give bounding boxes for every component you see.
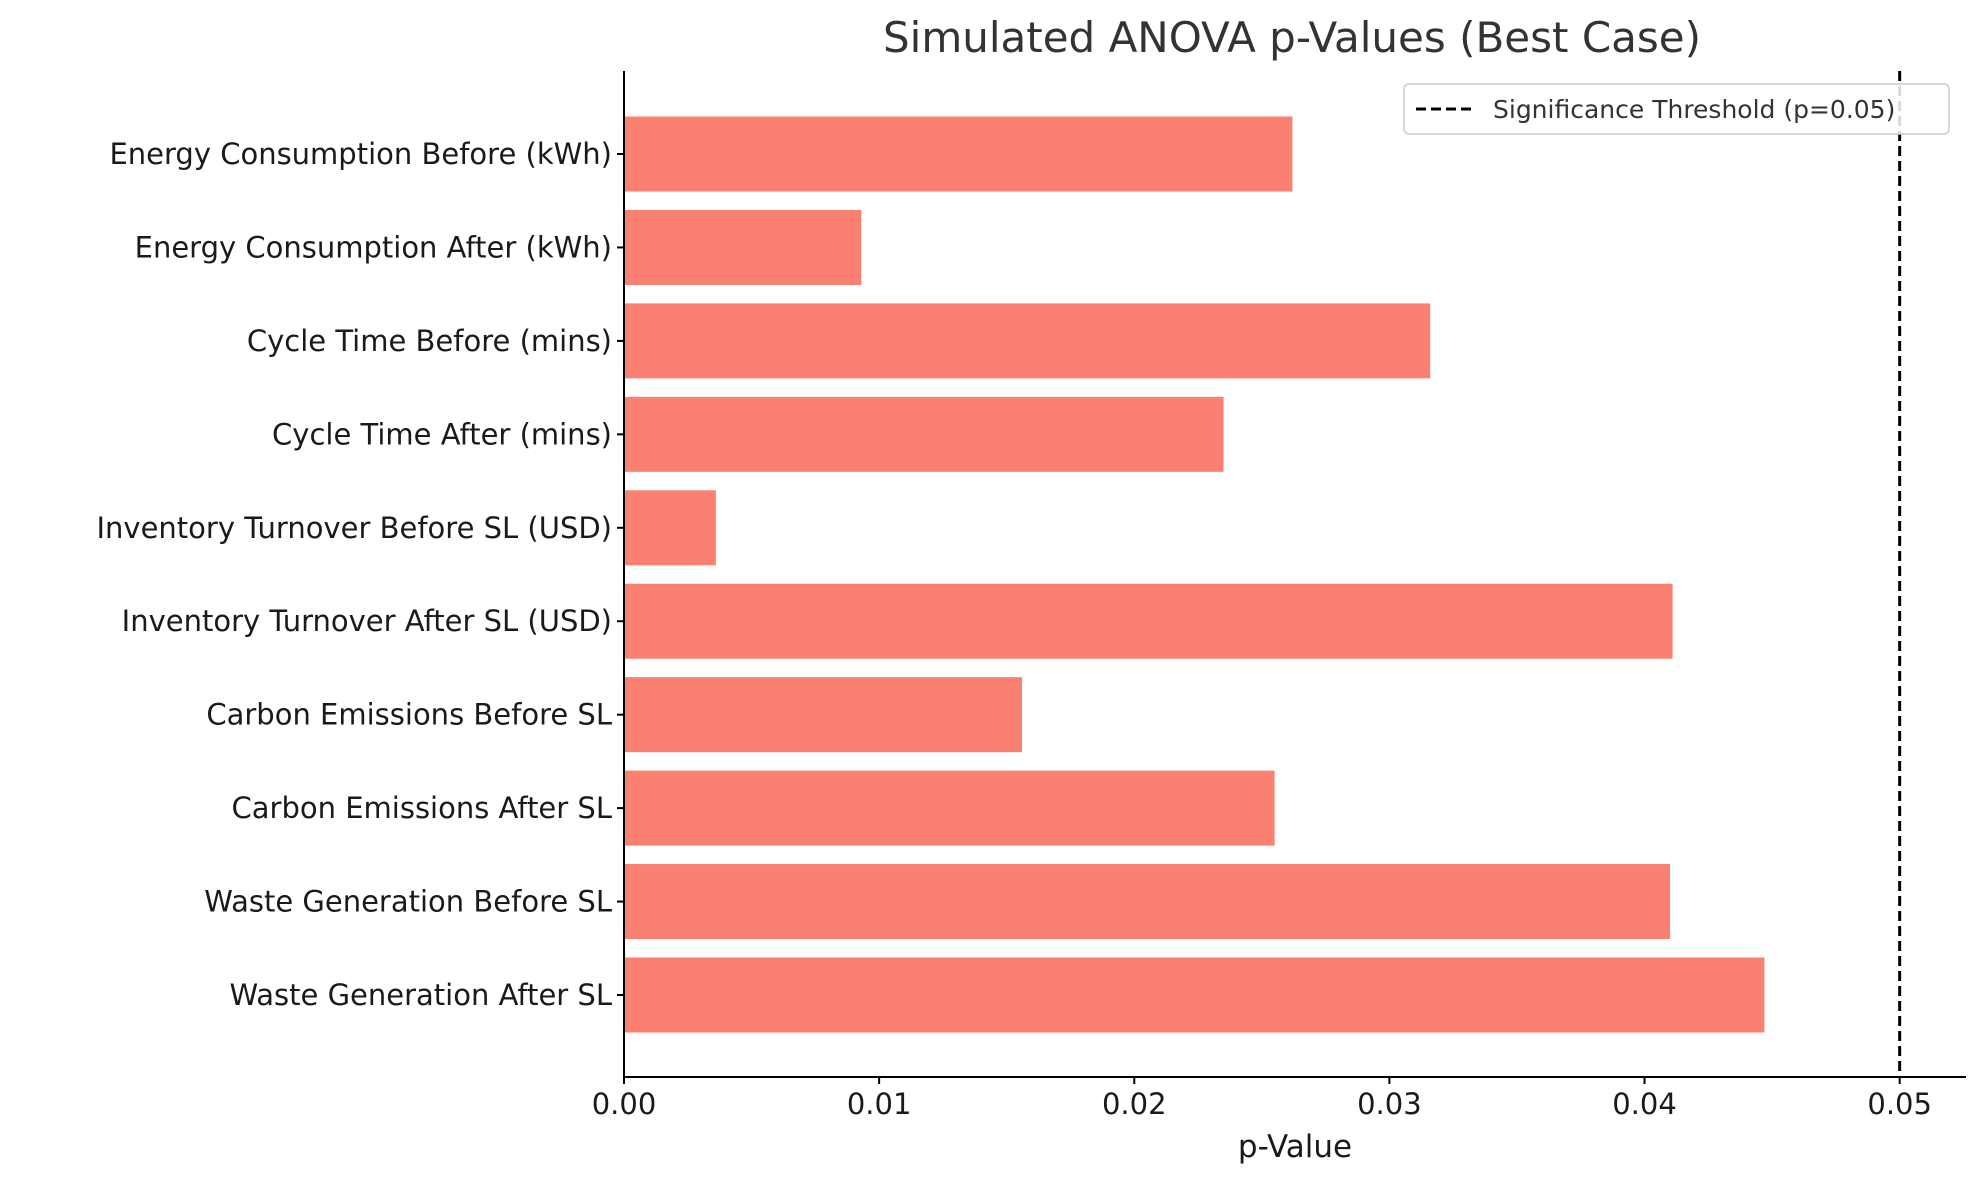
bar [624, 583, 1673, 659]
axes-group [623, 71, 1966, 1078]
x-ticks-group: 0.00 0.01 0.02 0.03 0.04 0.05 [592, 1077, 1932, 1121]
y-tick-label: Cycle Time Before (mins) [247, 324, 612, 358]
x-tick-label: 0.01 [847, 1087, 912, 1121]
y-tick-label: Carbon Emissions Before SL [206, 698, 612, 732]
x-tick-label: 0.04 [1612, 1087, 1677, 1121]
y-tick-label: Cycle Time After (mins) [272, 417, 612, 451]
y-tick-label: Energy Consumption After (kWh) [135, 230, 612, 264]
legend-threshold-label: Significance Threshold (p=0.05) [1493, 95, 1895, 124]
x-tick-label: 0.00 [592, 1087, 657, 1121]
bar [624, 677, 1023, 753]
bars-group [624, 116, 1765, 1033]
bar [624, 303, 1431, 379]
bar [624, 770, 1275, 846]
x-tick-label: 0.05 [1867, 1087, 1932, 1121]
legend: Significance Threshold (p=0.05) [1403, 83, 1950, 135]
x-tick-label: 0.02 [1102, 1087, 1167, 1121]
y-tick-label: Waste Generation After SL [229, 978, 612, 1012]
y-tick-label: Inventory Turnover Before SL (USD) [96, 511, 612, 545]
bar [624, 490, 716, 566]
y-tick-label: Carbon Emissions After SL [232, 791, 612, 825]
chart-title: Simulated ANOVA p-Values (Best Case) [883, 13, 1701, 62]
y-tick-label: Inventory Turnover After SL (USD) [122, 604, 612, 638]
x-tick-label: 0.03 [1357, 1087, 1422, 1121]
bar [624, 209, 862, 285]
y-tick-label: Waste Generation Before SL [204, 885, 612, 919]
bar [624, 116, 1293, 192]
y-tick-label: Energy Consumption Before (kWh) [109, 137, 612, 171]
bar [624, 957, 1765, 1033]
bar [624, 396, 1224, 472]
bar [624, 864, 1671, 940]
y-tick-labels: Energy Consumption Before (kWh) Energy Co… [96, 137, 624, 1012]
legend-box [1403, 83, 1950, 135]
x-axis-title: p-Value [1238, 1129, 1352, 1165]
